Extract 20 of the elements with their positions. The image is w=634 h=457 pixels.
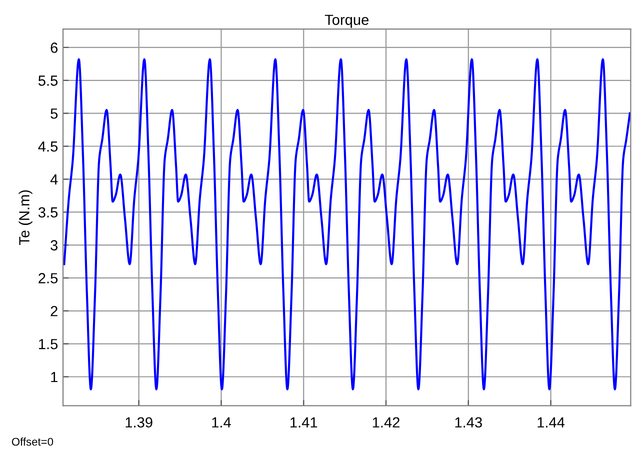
y-tick-label: 2.5: [38, 273, 58, 284]
x-tick-label: 1.44: [538, 417, 565, 428]
y-tick-label: 4: [50, 174, 58, 184]
y-tick-label: 4.5: [38, 141, 58, 152]
y-axis-title: Te (N.m): [18, 190, 32, 245]
y-tick-label: 2: [50, 306, 58, 316]
y-tick-label: 3: [50, 240, 58, 250]
y-tick-label: 5: [50, 108, 58, 119]
y-tick-label: 6: [50, 42, 58, 53]
x-tick-label: 1.41: [290, 417, 318, 428]
x-tick-label: 1.4: [212, 417, 231, 428]
y-tick-label: 5.5: [38, 76, 58, 86]
y-tick-label: 3.5: [38, 207, 58, 218]
x-tick-label: 1.39: [126, 417, 152, 428]
y-tick-label: 1.5: [39, 339, 58, 350]
y-tick-label: 1: [51, 372, 58, 382]
chart-title: Torque: [324, 14, 369, 28]
x-tick-label: 1.42: [372, 417, 400, 428]
x-tick-label: 1.43: [455, 417, 482, 428]
text: Offset=0: [12, 438, 54, 446]
